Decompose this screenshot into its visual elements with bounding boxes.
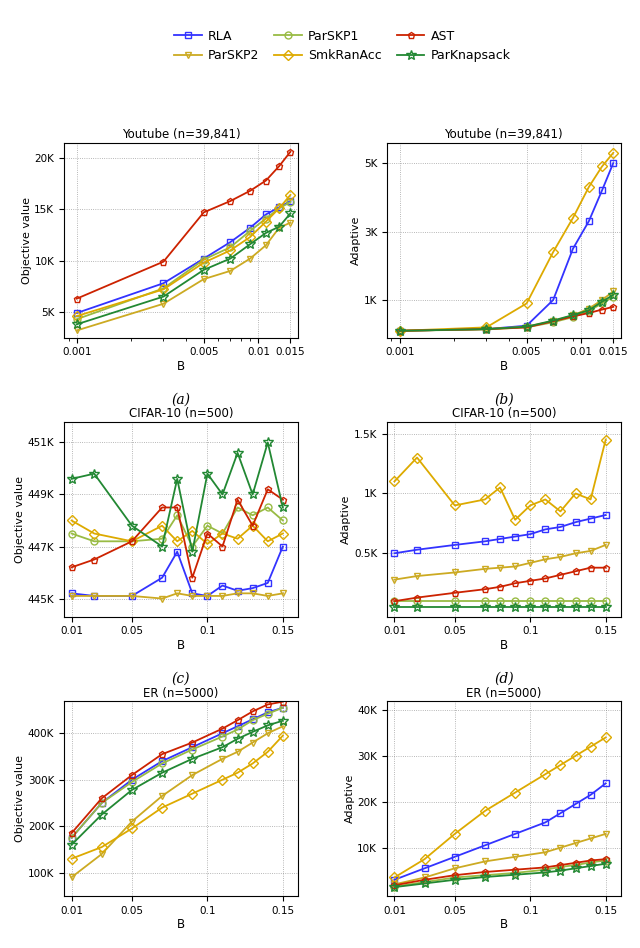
Y-axis label: Objective value: Objective value [22,196,31,283]
Y-axis label: Adaptive: Adaptive [351,215,361,264]
X-axis label: B: B [500,919,508,931]
Title: CIFAR-10 (n=500): CIFAR-10 (n=500) [129,408,233,421]
Text: (d): (d) [494,671,514,685]
Y-axis label: Adaptive: Adaptive [344,774,355,823]
X-axis label: B: B [500,360,508,374]
Y-axis label: Objective value: Objective value [15,476,25,563]
Y-axis label: Adaptive: Adaptive [341,495,351,544]
Text: (b): (b) [494,392,514,407]
Text: (c): (c) [172,671,190,685]
Title: ER (n=5000): ER (n=5000) [466,686,541,700]
Legend: RLA, ParSKP2, ParSKP1, SmkRanAcc, AST, ParKnapsack: RLA, ParSKP2, ParSKP1, SmkRanAcc, AST, P… [174,29,511,62]
Title: Youtube (n=39,841): Youtube (n=39,841) [445,128,563,141]
X-axis label: B: B [177,919,185,931]
X-axis label: B: B [500,639,508,652]
Title: Youtube (n=39,841): Youtube (n=39,841) [122,128,240,141]
Title: CIFAR-10 (n=500): CIFAR-10 (n=500) [452,408,556,421]
X-axis label: B: B [177,639,185,652]
Title: ER (n=5000): ER (n=5000) [143,686,219,700]
Text: (a): (a) [172,392,191,407]
Y-axis label: Objective value: Objective value [15,755,25,842]
X-axis label: B: B [177,360,185,374]
